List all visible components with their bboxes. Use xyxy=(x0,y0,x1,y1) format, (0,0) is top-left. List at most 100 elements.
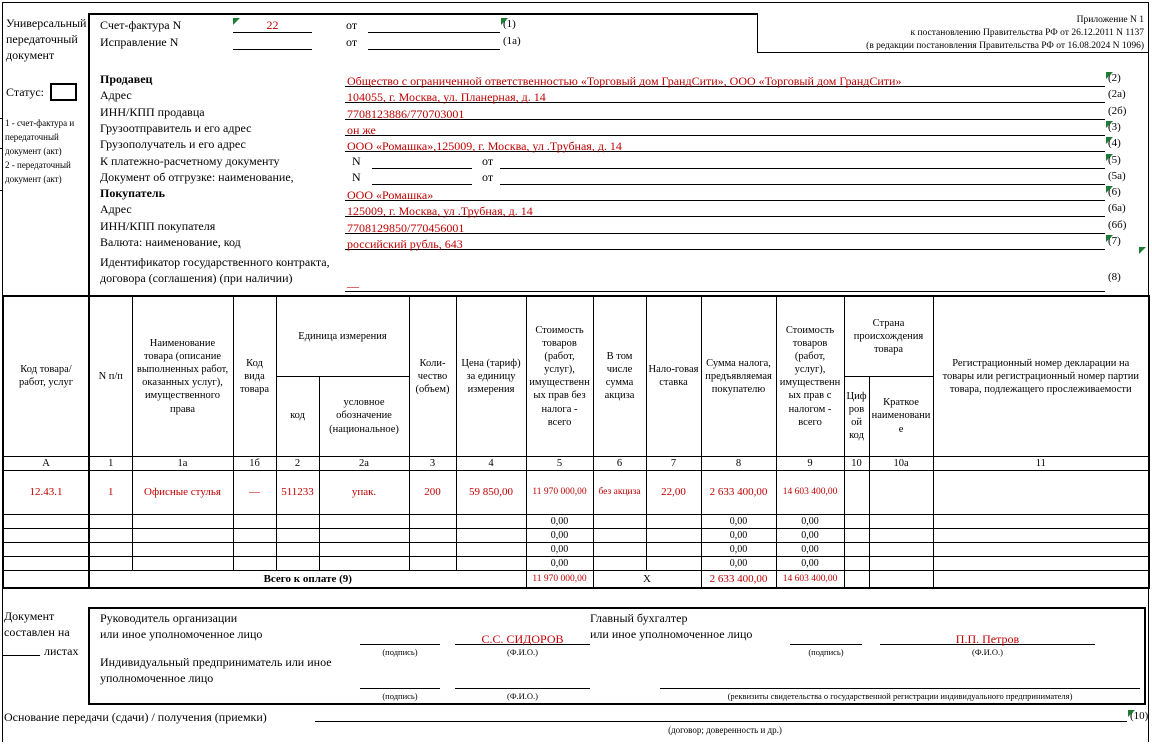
empty-cell[interactable] xyxy=(88,513,133,529)
empty-cell[interactable] xyxy=(131,513,234,529)
empty-cell[interactable] xyxy=(2,527,90,543)
empty-cell[interactable] xyxy=(645,555,702,571)
empty-cell[interactable] xyxy=(2,555,90,571)
empty-cell[interactable] xyxy=(131,541,234,557)
empty-cell[interactable] xyxy=(843,527,870,543)
empty-cell[interactable] xyxy=(318,541,410,557)
field-value-line[interactable]: российский рубль, 643 xyxy=(345,235,1105,251)
field-value-line[interactable]: 7708123886/770703001 xyxy=(345,105,1105,121)
empty-cell[interactable] xyxy=(88,541,133,557)
basis-field[interactable] xyxy=(315,708,1127,722)
field-value-line[interactable]: 125009, г. Москва, ул .Трубная, д. 14 xyxy=(345,202,1105,218)
empty-cell[interactable] xyxy=(843,541,870,557)
item-code-cell[interactable]: 12.43.1 xyxy=(2,469,90,515)
empty-cell[interactable] xyxy=(275,555,320,571)
empty-cell[interactable] xyxy=(2,513,90,529)
empty-cell[interactable] xyxy=(408,527,457,543)
total-cost-w-tax-cell[interactable]: 14 603 400,00 xyxy=(775,569,845,589)
empty-cell[interactable] xyxy=(592,513,647,529)
empty-cell[interactable] xyxy=(592,541,647,557)
empty-cell[interactable] xyxy=(275,541,320,557)
empty-cell[interactable] xyxy=(645,527,702,543)
empty-cell[interactable] xyxy=(592,555,647,571)
item-reg-number-cell[interactable] xyxy=(932,469,1150,515)
empty-cell[interactable]: 0,00 xyxy=(775,513,845,529)
item-country-name-cell[interactable] xyxy=(868,469,934,515)
empty-cell[interactable]: 0,00 xyxy=(775,555,845,571)
field-value-line[interactable]: он же xyxy=(345,121,1105,137)
empty-cell[interactable] xyxy=(131,527,234,543)
field-value-line[interactable]: Общество с ограниченной ответственностью… xyxy=(345,72,1105,88)
empty-cell[interactable] xyxy=(2,541,90,557)
empty-cell[interactable] xyxy=(455,541,527,557)
empty-cell[interactable]: 0,00 xyxy=(525,541,594,557)
accountant-signature-field[interactable] xyxy=(790,630,862,645)
empty-cell[interactable] xyxy=(455,555,527,571)
item-name-cell[interactable]: Офисные стулья xyxy=(131,469,234,515)
item-unit-code-cell[interactable]: 511233 xyxy=(275,469,320,515)
item-excise-cell[interactable]: без акциза xyxy=(592,469,647,515)
empty-cell[interactable] xyxy=(88,555,133,571)
empty-cell[interactable] xyxy=(232,541,277,557)
empty-cell[interactable]: 0,00 xyxy=(775,527,845,543)
field-value-line[interactable]: 7708129850/770456001 xyxy=(345,219,1105,235)
empty-cell[interactable]: 0,00 xyxy=(700,513,777,529)
empty-cell[interactable]: 0,00 xyxy=(525,513,594,529)
entrepreneur-name-field[interactable] xyxy=(455,674,590,689)
empty-cell[interactable] xyxy=(843,555,870,571)
empty-cell[interactable] xyxy=(318,513,410,529)
number-blank-field[interactable] xyxy=(372,170,472,185)
empty-cell[interactable] xyxy=(843,513,870,529)
empty-cell[interactable] xyxy=(232,555,277,571)
empty-cell[interactable]: 0,00 xyxy=(700,527,777,543)
empty-cell[interactable] xyxy=(408,513,457,529)
empty-cell[interactable]: 0,00 xyxy=(775,541,845,557)
empty-cell[interactable] xyxy=(455,527,527,543)
field-value-line[interactable]: ООО «Ромашка»,125009, г. Москва, ул .Тру… xyxy=(345,137,1105,153)
date-blank-field[interactable] xyxy=(500,170,1105,185)
invoice-date-field[interactable] xyxy=(368,18,500,33)
empty-cell[interactable] xyxy=(932,527,1150,543)
item-kind-cell[interactable]: — xyxy=(232,469,277,515)
empty-cell[interactable]: 0,00 xyxy=(700,541,777,557)
date-blank-field[interactable] xyxy=(500,154,1105,169)
empty-cell[interactable] xyxy=(318,527,410,543)
director-name-field[interactable]: С.С. СИДОРОВ xyxy=(455,630,590,646)
empty-cell[interactable] xyxy=(645,513,702,529)
item-num-cell[interactable]: 1 xyxy=(88,469,133,515)
correction-date-field[interactable] xyxy=(368,35,500,50)
field-value-line[interactable]: 104055, г. Москва, ул. Планерная, д. 14 xyxy=(345,88,1105,104)
empty-cell[interactable] xyxy=(868,555,934,571)
item-tax-amount-cell[interactable]: 2 633 400,00 xyxy=(700,469,777,515)
item-unit-name-cell[interactable]: упак. xyxy=(318,469,410,515)
empty-cell[interactable]: 0,00 xyxy=(525,555,594,571)
item-tax-rate-cell[interactable]: 22,00 xyxy=(645,469,702,515)
empty-cell[interactable]: 0,00 xyxy=(700,555,777,571)
item-price-cell[interactable]: 59 850,00 xyxy=(455,469,527,515)
total-tax-amount-cell[interactable]: 2 633 400,00 xyxy=(700,569,777,589)
item-country-code-cell[interactable] xyxy=(843,469,870,515)
empty-cell[interactable] xyxy=(232,527,277,543)
empty-cell[interactable] xyxy=(131,555,234,571)
empty-cell[interactable] xyxy=(275,513,320,529)
contract-id-field[interactable]: — xyxy=(345,277,1105,293)
item-qty-cell[interactable]: 200 xyxy=(408,469,457,515)
correction-number-field[interactable] xyxy=(233,35,312,50)
empty-cell[interactable] xyxy=(275,527,320,543)
invoice-number-field[interactable]: 22 xyxy=(233,18,312,33)
empty-cell[interactable] xyxy=(868,527,934,543)
empty-cell[interactable] xyxy=(408,541,457,557)
sheets-count-field[interactable] xyxy=(3,641,40,656)
total-cost-wo-tax-cell[interactable]: 11 970 000,00 xyxy=(525,569,594,589)
empty-cell[interactable] xyxy=(592,527,647,543)
empty-cell[interactable] xyxy=(932,513,1150,529)
item-cost-w-tax-cell[interactable]: 14 603 400,00 xyxy=(775,469,845,515)
entrepreneur-signature-field[interactable] xyxy=(360,674,440,689)
empty-cell[interactable] xyxy=(318,555,410,571)
accountant-name-field[interactable]: П.П. Петров xyxy=(880,630,1095,646)
empty-cell[interactable] xyxy=(932,541,1150,557)
empty-cell[interactable] xyxy=(868,513,934,529)
item-cost-wo-tax-cell[interactable]: 11 970 000,00 xyxy=(525,469,594,515)
empty-cell[interactable]: 0,00 xyxy=(525,527,594,543)
empty-cell[interactable] xyxy=(868,541,934,557)
